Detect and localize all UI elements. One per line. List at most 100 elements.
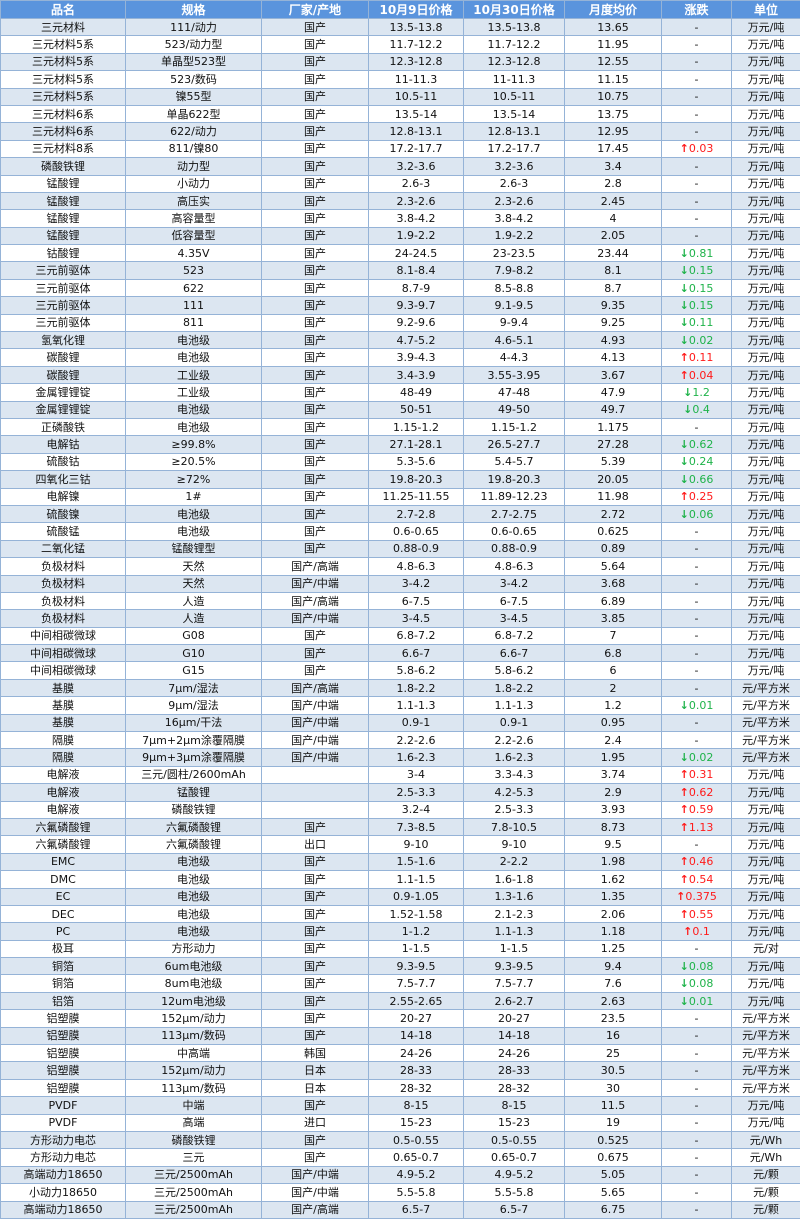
cell-unit: 万元/吨 bbox=[732, 314, 800, 331]
cell-monthly-avg: 3.67 bbox=[565, 366, 662, 383]
cell-origin: 国产 bbox=[262, 818, 369, 835]
cell-monthly-avg: 25 bbox=[565, 1045, 662, 1062]
cell-name: 小动力18650 bbox=[1, 1184, 126, 1201]
cell-price-oct30: 8.5-8.8 bbox=[464, 279, 565, 296]
cell-price-oct30: 12.3-12.8 bbox=[464, 53, 565, 70]
cell-price-oct9: 3-4.5 bbox=[369, 610, 464, 627]
change-value: 0.02 bbox=[689, 334, 714, 347]
cell-origin: 国产 bbox=[262, 645, 369, 662]
arrow-down-icon: ↓ bbox=[680, 995, 689, 1008]
cell-spec: 152μm/动力 bbox=[126, 1062, 262, 1079]
cell-name: 硫酸镍 bbox=[1, 505, 126, 522]
cell-unit: 万元/吨 bbox=[732, 1114, 800, 1131]
cell-monthly-avg: 2.4 bbox=[565, 732, 662, 749]
arrow-down-icon: ↓ bbox=[680, 473, 689, 486]
cell-price-oct9: 8-15 bbox=[369, 1097, 464, 1114]
cell-price-oct30: 24-26 bbox=[464, 1045, 565, 1062]
cell-change: - bbox=[662, 679, 732, 696]
cell-name: 碳酸锂 bbox=[1, 366, 126, 383]
cell-origin: 日本 bbox=[262, 1079, 369, 1096]
arrow-up-icon: ↑ bbox=[683, 925, 692, 938]
cell-spec: 磷酸铁锂 bbox=[126, 801, 262, 818]
header-spec: 规格 bbox=[126, 1, 262, 19]
cell-spec: 中端 bbox=[126, 1097, 262, 1114]
cell-price-oct30: 1.9-2.2 bbox=[464, 227, 565, 244]
cell-origin: 国产 bbox=[262, 540, 369, 557]
cell-monthly-avg: 2.06 bbox=[565, 905, 662, 922]
cell-unit: 万元/吨 bbox=[732, 158, 800, 175]
cell-price-oct9: 24-24.5 bbox=[369, 245, 464, 262]
cell-unit: 万元/吨 bbox=[732, 488, 800, 505]
cell-price-oct30: 2.7-2.75 bbox=[464, 505, 565, 522]
arrow-down-icon: ↓ bbox=[680, 508, 689, 521]
cell-change: - bbox=[662, 1201, 732, 1218]
cell-change: ↑0.25 bbox=[662, 488, 732, 505]
cell-price-oct30: 14-18 bbox=[464, 1027, 565, 1044]
arrow-down-icon: ↓ bbox=[680, 247, 689, 260]
cell-monthly-avg: 0.625 bbox=[565, 523, 662, 540]
cell-unit: 万元/吨 bbox=[732, 871, 800, 888]
cell-name: 方形动力电芯 bbox=[1, 1132, 126, 1149]
arrow-up-icon: ↑ bbox=[680, 908, 689, 921]
cell-monthly-avg: 9.5 bbox=[565, 836, 662, 853]
cell-name: 隔膜 bbox=[1, 732, 126, 749]
cell-spec: 磷酸铁锂 bbox=[126, 1132, 262, 1149]
cell-name: DEC bbox=[1, 905, 126, 922]
cell-monthly-avg: 3.93 bbox=[565, 801, 662, 818]
cell-price-oct30: 1.6-2.3 bbox=[464, 749, 565, 766]
arrow-down-icon: ↓ bbox=[683, 403, 692, 416]
arrow-down-icon: ↓ bbox=[680, 299, 689, 312]
cell-price-oct9: 13.5-13.8 bbox=[369, 19, 464, 36]
cell-monthly-avg: 1.25 bbox=[565, 940, 662, 957]
cell-name: 二氧化锰 bbox=[1, 540, 126, 557]
cell-price-oct9: 15-23 bbox=[369, 1114, 464, 1131]
cell-monthly-avg: 23.44 bbox=[565, 245, 662, 262]
cell-spec: 152μm/动力 bbox=[126, 1010, 262, 1027]
cell-change: - bbox=[662, 836, 732, 853]
cell-spec: 9μm+3μm涂覆隔膜 bbox=[126, 749, 262, 766]
cell-change: - bbox=[662, 627, 732, 644]
cell-price-oct9: 28-33 bbox=[369, 1062, 464, 1079]
cell-unit: 万元/吨 bbox=[732, 53, 800, 70]
cell-monthly-avg: 9.4 bbox=[565, 958, 662, 975]
cell-spec: 高压实 bbox=[126, 192, 262, 209]
cell-price-oct30: 6.8-7.2 bbox=[464, 627, 565, 644]
header-origin: 厂家/产地 bbox=[262, 1, 369, 19]
cell-name: 三元材料6系 bbox=[1, 105, 126, 122]
arrow-up-icon: ↑ bbox=[676, 890, 685, 903]
cell-price-oct30: 9.1-9.5 bbox=[464, 297, 565, 314]
cell-name: 三元材料5系 bbox=[1, 71, 126, 88]
change-value: 1.13 bbox=[689, 821, 714, 834]
cell-spec: 6um电池级 bbox=[126, 958, 262, 975]
cell-price-oct30: 1.1-1.3 bbox=[464, 923, 565, 940]
cell-unit: 万元/吨 bbox=[732, 818, 800, 835]
cell-price-oct9: 1.52-1.58 bbox=[369, 905, 464, 922]
cell-name: 磷酸铁锂 bbox=[1, 158, 126, 175]
cell-spec: 锰酸锂 bbox=[126, 784, 262, 801]
cell-price-oct30: 11-11.3 bbox=[464, 71, 565, 88]
cell-unit: 万元/吨 bbox=[732, 105, 800, 122]
cell-origin: 国产/中端 bbox=[262, 610, 369, 627]
cell-unit: 元/颗 bbox=[732, 1166, 800, 1183]
cell-spec: 电池级 bbox=[126, 418, 262, 435]
cell-spec: 电池级 bbox=[126, 853, 262, 870]
cell-monthly-avg: 1.35 bbox=[565, 888, 662, 905]
cell-monthly-avg: 1.175 bbox=[565, 418, 662, 435]
cell-price-oct30: 6.6-7 bbox=[464, 645, 565, 662]
cell-unit: 万元/吨 bbox=[732, 1097, 800, 1114]
cell-spec: 811 bbox=[126, 314, 262, 331]
cell-price-oct9: 3.9-4.3 bbox=[369, 349, 464, 366]
cell-monthly-avg: 8.1 bbox=[565, 262, 662, 279]
cell-origin: 国产 bbox=[262, 1149, 369, 1166]
cell-monthly-avg: 1.18 bbox=[565, 923, 662, 940]
cell-name: 金属锂锂锭 bbox=[1, 384, 126, 401]
cell-price-oct9: 3.8-4.2 bbox=[369, 210, 464, 227]
